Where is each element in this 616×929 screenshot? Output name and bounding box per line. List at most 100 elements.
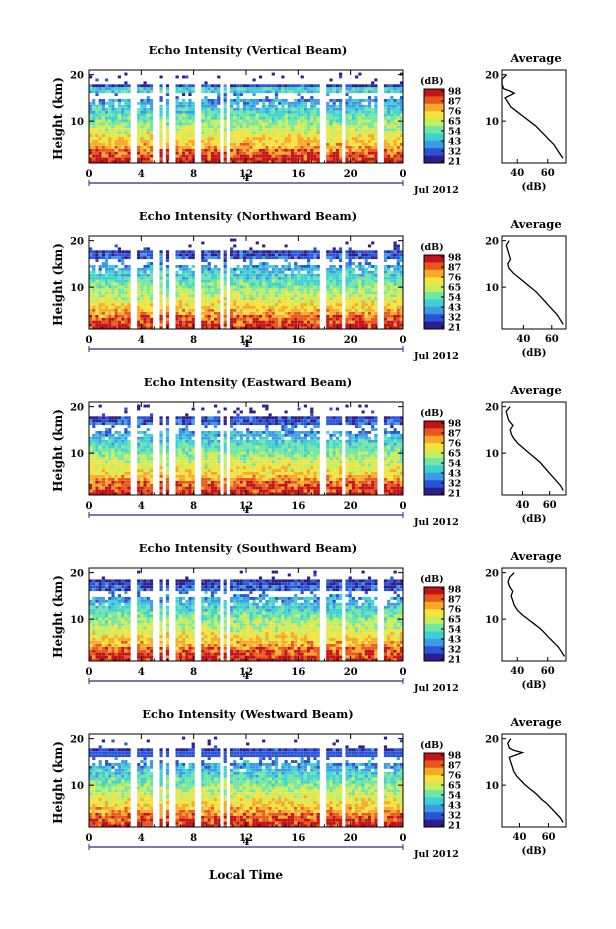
heatmap-cell <box>371 90 375 94</box>
heatmap-cell <box>175 128 179 132</box>
heatmap-cell <box>361 131 365 135</box>
heatmap-cell <box>204 288 208 292</box>
heatmap-cell <box>274 276 279 280</box>
heatmap-cell <box>204 107 208 111</box>
heatmap-cell <box>101 253 105 257</box>
heatmap-cell <box>159 439 163 443</box>
heatmap-cell <box>316 306 320 309</box>
heatmap-cell <box>207 131 211 135</box>
heatmap-cell <box>108 460 112 464</box>
heatmap-cell <box>367 256 372 260</box>
heatmap-cell <box>121 433 125 437</box>
heatmap-cell <box>143 463 147 467</box>
heatmap-cell <box>246 320 250 324</box>
heatmap-cell <box>371 276 375 280</box>
heatmap-cell <box>233 119 237 123</box>
heatmap-cell <box>262 151 266 155</box>
heatmap-cell <box>390 134 394 137</box>
heatmap-cell <box>297 134 301 137</box>
heatmap-cell <box>383 285 388 289</box>
heatmap-cell <box>191 154 195 158</box>
heatmap-cell <box>98 140 102 143</box>
heatmap-cell <box>383 253 388 257</box>
heatmap-cell <box>165 314 170 318</box>
heatmap-cell <box>111 291 115 295</box>
heatmap-cell <box>95 107 99 111</box>
heatmap-cell <box>98 285 102 289</box>
heatmap-cell <box>249 84 253 88</box>
heatmap-cell <box>230 151 234 155</box>
heatmap-cell <box>316 101 320 105</box>
heatmap-cell <box>274 303 279 306</box>
heatmap-cell <box>124 81 128 85</box>
colorbar-segment <box>424 277 444 285</box>
heatmap-cell <box>274 107 279 111</box>
heatmap-cell <box>329 140 333 143</box>
heatmap-cell <box>281 306 285 309</box>
heatmap-cell <box>143 279 147 283</box>
heatmap-cell <box>358 279 362 283</box>
heatmap-cell <box>201 265 205 268</box>
heatmap-cell <box>242 308 247 312</box>
heatmap-cell <box>278 137 282 140</box>
heatmap-cell <box>246 308 250 312</box>
heatmap-cell <box>303 253 307 257</box>
heatmap-cell <box>159 259 163 262</box>
heatmap-cell <box>335 300 339 303</box>
heatmap-cell <box>217 87 221 91</box>
heatmap-cell <box>287 116 291 120</box>
heatmap-cell <box>149 119 154 123</box>
heatmap-cell <box>310 320 314 324</box>
heatmap-cell <box>117 486 121 490</box>
heatmap-cell <box>258 142 263 146</box>
heatmap-cell <box>313 320 317 324</box>
heatmap-cell <box>182 279 186 283</box>
heatmap-cell <box>348 99 352 102</box>
heatmap-cell <box>371 122 375 126</box>
heatmap-cell <box>249 323 253 327</box>
heatmap-cell <box>121 90 125 94</box>
heatmap-cell <box>223 276 227 280</box>
heatmap-cell <box>303 119 307 123</box>
heatmap-cell <box>268 131 272 135</box>
heatmap-cell <box>108 431 112 434</box>
heatmap-cell <box>294 294 298 298</box>
heatmap-cell <box>108 104 112 108</box>
heatmap-cell <box>165 436 170 440</box>
heatmap-cell <box>335 84 339 88</box>
heatmap-cell <box>339 122 343 126</box>
heatmap-cell <box>201 250 205 254</box>
heatmap-cell <box>268 326 272 330</box>
heatmap-cell <box>339 259 343 262</box>
heatmap-cell <box>124 279 128 283</box>
heatmap-cell <box>143 145 147 149</box>
profile-x-tick-label: 40 <box>516 334 530 345</box>
heatmap-cell <box>114 145 118 149</box>
heatmap-cell <box>387 256 391 260</box>
heatmap-cell <box>242 294 247 298</box>
heatmap-cell <box>294 116 298 120</box>
heatmap-cell <box>175 282 179 286</box>
heatmap-cell <box>140 107 144 111</box>
heatmap-cell <box>364 125 368 129</box>
heatmap-cell <box>178 145 182 149</box>
heatmap-cell <box>89 466 93 469</box>
heatmap-cell <box>175 113 179 117</box>
heatmap-cell <box>364 270 368 274</box>
heatmap-cell <box>262 140 266 143</box>
heatmap-cell <box>242 288 247 292</box>
heatmap-cell <box>217 116 221 120</box>
heatmap-cell <box>326 151 330 155</box>
heatmap-cell <box>98 267 102 271</box>
heatmap-cell <box>137 317 141 321</box>
heatmap-cell <box>271 273 275 277</box>
heatmap-cell <box>390 116 394 120</box>
heatmap-cell <box>387 116 391 120</box>
heatmap-cell <box>396 306 400 309</box>
heatmap-cell <box>111 125 115 129</box>
heatmap-cell <box>117 317 121 321</box>
heatmap-cell <box>374 250 378 254</box>
heatmap-cell <box>182 431 186 434</box>
heatmap-cell <box>210 137 214 140</box>
heatmap-cell <box>233 297 237 301</box>
